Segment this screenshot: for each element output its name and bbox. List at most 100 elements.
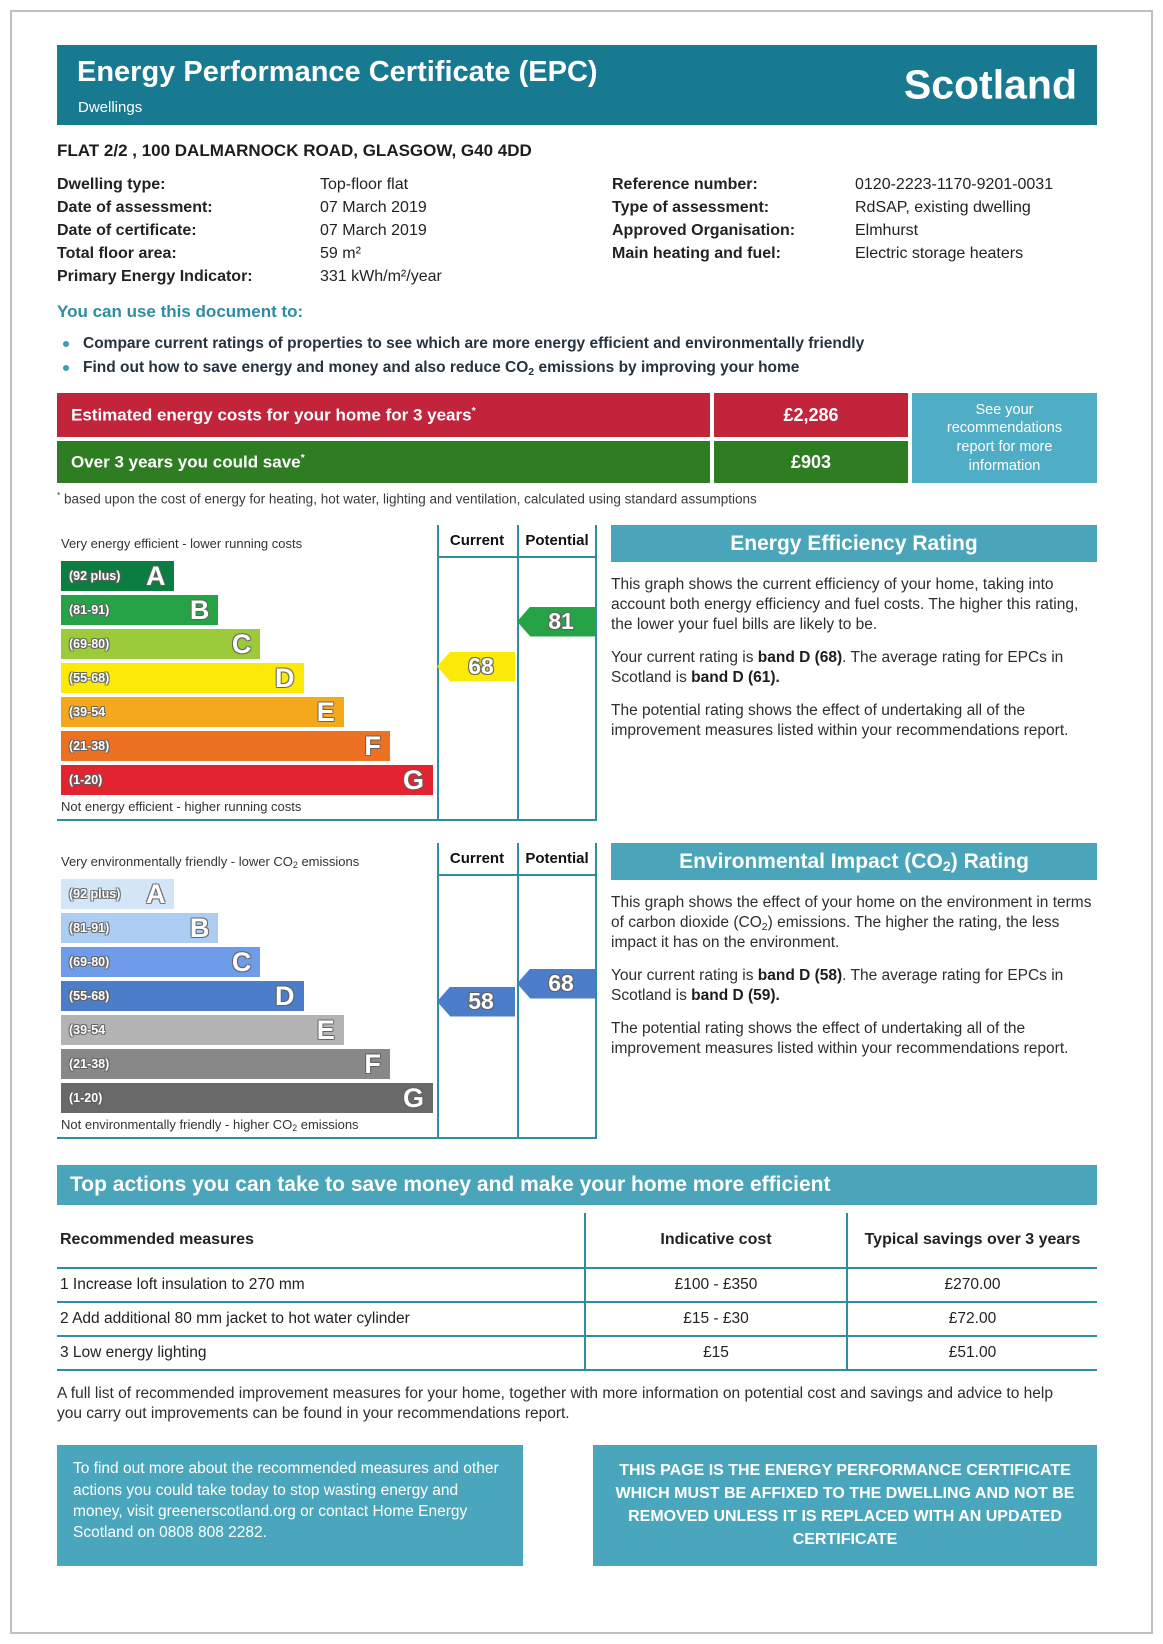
band-range: (21-38) [69,738,110,753]
panel-paragraph: The potential rating shows the effect of… [611,702,1069,740]
band-bar: (69-80) C [61,628,261,659]
band-range: (69-80) [69,954,110,969]
detail-row: Date of certificate: 07 March 2019 [57,219,612,242]
band-range: (1-20) [69,1090,103,1105]
list-item: Compare current ratings of properties to… [57,332,1097,356]
band-letter: C [231,628,252,659]
panel-heading: Environmental Impact (CO2) Rating [611,842,1097,880]
detail-value: 07 March 2019 [320,222,427,239]
table-row-measure: 2 Add additional 80 mm jacket to hot wat… [57,1303,584,1337]
chart-grid-line [437,555,597,558]
bullet-text: Find out how to save energy and money an… [83,359,800,378]
panel-paragraph: This graph shows the effect of your home… [611,893,1092,951]
band-range: (81-91) [69,602,110,617]
bullet-icon [63,341,69,347]
cost-footnote: * based upon the cost of energy for heat… [57,490,757,507]
band-bar: (81-91) B [61,594,219,625]
savings-row-value: £903 [714,441,908,483]
details-right-column: Reference number: 0120-2223-1170-9201-003… [612,173,1097,288]
potential-column-header: Potential [525,531,589,549]
band-bar: (81-91) B [61,912,219,943]
detail-label: Dwelling type: [57,176,166,193]
detail-value: Elmhurst [855,222,919,239]
current-column-header: Current [449,849,505,867]
band-row-d: (55-68) D [61,662,433,693]
region-label: Scotland [903,61,1077,108]
band-row-g: (1-20) G [61,764,433,795]
detail-row: Reference number: 0120-2223-1170-9201-003… [612,173,1097,196]
band-letter: F [364,730,381,761]
band-letter: A [145,878,166,909]
detail-label: Approved Organisation: [612,222,796,239]
home-energy-scotland-box: To find out more about the recommended m… [57,1445,523,1567]
band-range: (39-54 [69,1022,106,1037]
column-header-measures: Recommended measures [57,1213,584,1269]
band-bar: (39-54 E [61,696,344,727]
band-bar: (1-20) G [61,764,433,795]
band-row-a: (92 plus) A [61,560,433,591]
page-title: Energy Performance Certificate (EPC) [77,56,598,88]
table-row-saving: £51.00 [846,1336,1097,1371]
panel-paragraph: Your current rating is band D (58). The … [611,966,1064,1005]
band-range: (39-54 [69,704,106,719]
band-range: (55-68) [69,988,110,1003]
table-row-cost: £15 - £30 [584,1302,846,1337]
table-row-saving: £270.00 [846,1268,1097,1303]
band-letter: D [275,662,295,693]
band-row-a: (92 plus) A [61,878,433,909]
environmental-impact-section: Current Potential Very environmentally f… [57,842,1097,1139]
band-range: (69-80) [69,636,110,651]
column-header-savings: Typical savings over 3 years [846,1212,1097,1269]
detail-label: Primary Energy Indicator: [57,268,253,285]
recommendations-note: See your recommendations report for more… [912,393,1097,483]
panel-paragraph: The potential rating shows the effect of… [611,1020,1069,1058]
panel-paragraph: This graph shows the current efficiency … [611,575,1079,633]
band-range: (1-20) [69,772,103,787]
rating-bands: (92 plus) A (81-91) B (69-80) C (55-68) D (3… [61,878,433,1117]
band-bar: (55-68) D [61,662,304,693]
property-address: FLAT 2/2 , 100 DALMARNOCK ROAD, GLASGOW,… [57,141,532,160]
detail-row: Main heating and fuel: Electric storage h… [612,242,1097,265]
chart-bottom-label: Not environmentally friendly - higher CO… [61,1116,359,1133]
column-header-cost: Indicative cost [584,1212,846,1269]
energy-efficiency-panel: Energy Efficiency Rating This graph show… [611,524,1097,821]
band-letter: G [402,764,424,795]
current-rating-marker: 58 [437,986,515,1017]
chart-top-label: Very environmentally friendly - lower CO… [61,853,360,870]
detail-row: Dwelling type: Top-floor flat [57,173,612,196]
environmental-impact-chart: Current Potential Very environmentally f… [57,842,597,1139]
band-letter: E [316,696,335,727]
band-letter: D [275,980,295,1011]
detail-value: RdSAP, existing dwelling [855,199,1031,216]
table-row-measure: 1 Increase loft insulation to 270 mm [57,1269,584,1303]
band-bar: (1-20) G [61,1082,433,1113]
band-row-f: (21-38) F [61,1048,433,1079]
table-row-cost: £100 - £350 [584,1268,846,1303]
energy-efficiency-section: Current Potential Very energy efficient … [57,524,1097,821]
usage-bullets: Compare current ratings of properties to… [57,332,1097,381]
band-letter: C [231,946,252,977]
band-letter: E [316,1014,335,1045]
current-column-header: Current [449,531,505,549]
detail-value: 0120-2223-1170-9201-0031 [855,176,1054,193]
chart-grid-line [437,873,597,876]
chart-bottom-label: Not energy efficient - higher running co… [61,798,302,814]
chart-grid-line [595,842,597,1137]
environmental-impact-panel: Environmental Impact (CO2) Rating This g… [611,842,1097,1139]
detail-row: Total floor area: 59 m² [57,242,612,265]
band-range: (92 plus) [69,886,121,901]
detail-row: Approved Organisation: Elmhurst [612,219,1097,242]
detail-label: Main heating and fuel: [612,245,781,262]
band-row-c: (69-80) C [61,628,433,659]
certificate-notice-box: THIS PAGE IS THE ENERGY PERFORMANCE CERT… [593,1445,1097,1567]
band-bar: (21-38) F [61,1048,390,1079]
band-letter: B [189,594,210,625]
band-row-b: (81-91) B [61,912,433,943]
detail-row: Date of assessment: 07 March 2019 [57,196,612,219]
chart-grid-line [517,842,519,1137]
detail-value: 331 kWh/m²/year [320,268,442,285]
band-bar: (21-38) F [61,730,390,761]
cost-row-value: £2,286 [714,393,908,437]
table-row-saving: £72.00 [846,1302,1097,1337]
